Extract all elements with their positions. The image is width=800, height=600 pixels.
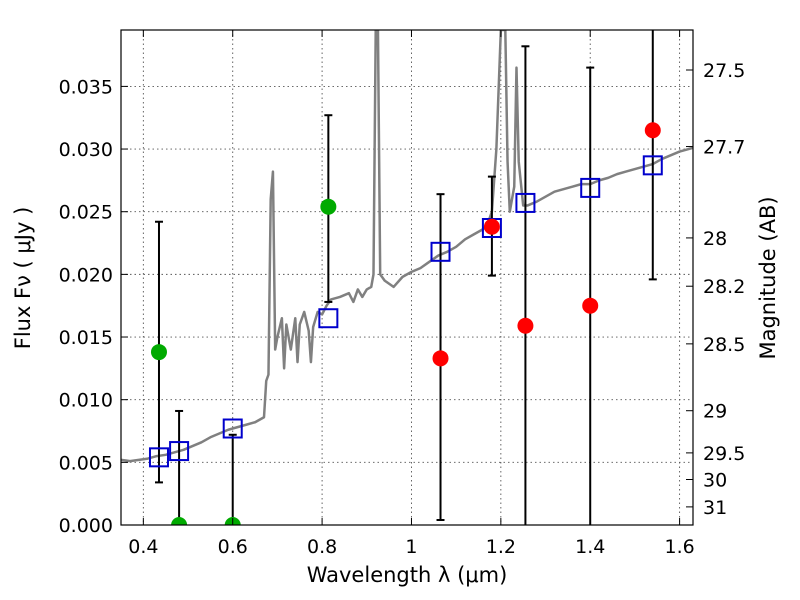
optical-point: [171, 517, 188, 525]
model-photometry-square: [318, 308, 339, 329]
mag-tick-label: 30: [703, 470, 727, 492]
mag-tick-label: 31: [703, 497, 727, 519]
data-layer: [121, 30, 693, 525]
x-tick-label: 0.6: [218, 536, 248, 558]
mag-tick-label: 29.5: [703, 443, 745, 465]
detection-point: [644, 122, 661, 139]
right-axis-title: Magnitude (AB): [756, 196, 780, 359]
y-tick-label: 0.010: [59, 390, 113, 412]
x-tick-label: 1.4: [575, 536, 605, 558]
x-tick-label: 1.6: [664, 536, 694, 558]
mag-tick-label: 28.2: [703, 276, 745, 298]
y-tick-label: 0.035: [59, 76, 113, 98]
optical-point: [150, 344, 167, 361]
detection-point: [432, 350, 449, 367]
mag-tick-label: 28.5: [703, 334, 745, 356]
y-tick-label: 0.020: [59, 264, 113, 286]
plot-frame: [120, 29, 694, 526]
optical-point: [320, 198, 337, 215]
y-axis-title: Flux Fν ( μJy ): [11, 207, 35, 350]
model-sed-line: [121, 30, 693, 463]
detection-point: [517, 317, 534, 334]
model-photometry-square: [515, 192, 536, 213]
x-axis-title: Wavelength λ (μm): [307, 563, 508, 587]
model-photometry-square: [148, 447, 169, 468]
y-tick-label: 0.000: [59, 515, 113, 537]
model-photometry-square: [642, 155, 663, 176]
x-tick-label: 0.8: [307, 536, 337, 558]
y-tick-label: 0.025: [59, 202, 113, 224]
detection-point: [483, 218, 500, 235]
model-photometry-square: [222, 418, 243, 439]
x-tick-label: 1.2: [486, 536, 516, 558]
grid: [121, 30, 693, 526]
x-tick-label: 1: [405, 536, 417, 558]
axes: 0.4 0.6 0.8 1 1.2 1.4 1.6 0.000 0.005 0.010 0.015 0…: [59, 30, 745, 558]
x-tick-label: 0.4: [128, 536, 158, 558]
y-tick-label: 0.005: [59, 452, 113, 474]
detection-point: [582, 297, 599, 314]
mag-tick-label: 29: [703, 401, 727, 423]
model-photometry-square: [430, 241, 451, 262]
y-tick-label: 0.015: [59, 327, 113, 349]
mag-tick-label: 28: [703, 228, 727, 250]
mag-tick-label: 27.5: [703, 60, 745, 82]
y-tick-label: 0.030: [59, 139, 113, 161]
model-photometry-square: [580, 177, 601, 198]
mag-tick-label: 27.7: [703, 137, 745, 159]
model-photometry-square: [169, 441, 190, 462]
